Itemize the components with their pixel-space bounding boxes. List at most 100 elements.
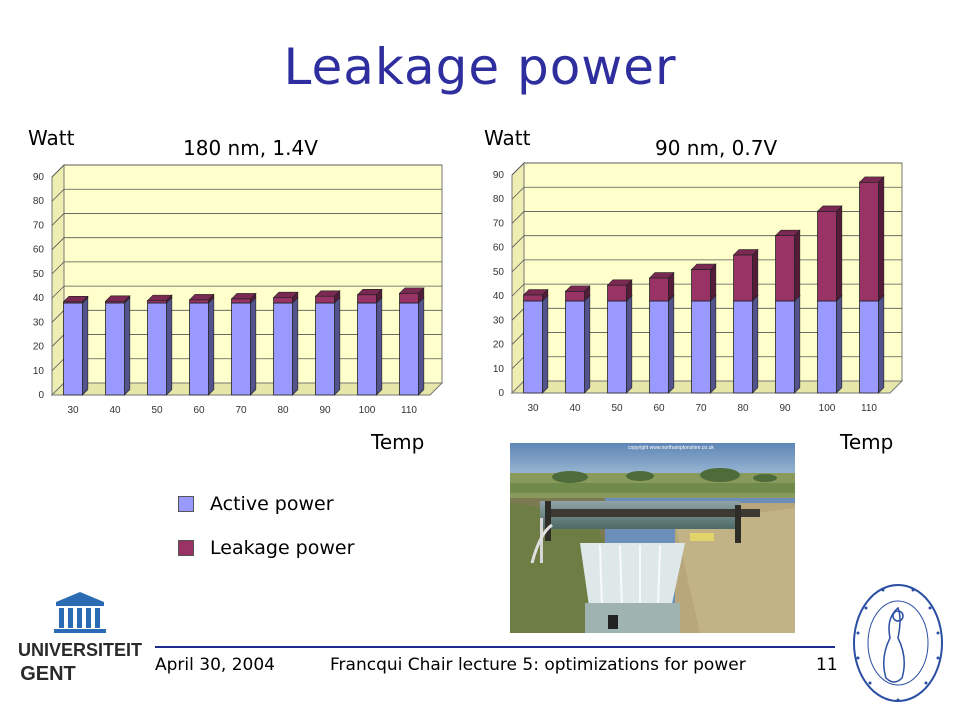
bar-leakage-top bbox=[104, 295, 131, 302]
canal-lock-illustration bbox=[510, 443, 795, 633]
chart-90nm: 0 10 20 30 40 50 60 70 80 90 30 40 50 60 70 80 90 100 110 bbox=[493, 161, 904, 414]
bar-active bbox=[607, 300, 627, 394]
x-tick-label: 40 bbox=[569, 403, 581, 414]
bar-leakage-top bbox=[690, 263, 717, 270]
bar-leakage-top bbox=[230, 293, 257, 300]
bar-active bbox=[357, 302, 377, 396]
bar-active-side bbox=[878, 294, 885, 394]
gridline bbox=[51, 164, 442, 178]
bar-leakage bbox=[859, 181, 879, 302]
bar-leakage bbox=[523, 294, 543, 302]
bar-leakage-side bbox=[710, 263, 717, 302]
bar-active bbox=[189, 302, 209, 396]
bar-active bbox=[691, 300, 711, 394]
x-tick-label: 70 bbox=[235, 405, 247, 416]
bar-leakage-side bbox=[752, 248, 759, 302]
bar-active bbox=[523, 300, 543, 394]
bar-active bbox=[63, 302, 83, 396]
bar-leakage bbox=[691, 269, 711, 302]
x-tick-label: 30 bbox=[67, 405, 79, 416]
bar-active-side bbox=[82, 296, 89, 396]
x-tick-label: 50 bbox=[151, 405, 163, 416]
y-tick-label: 80 bbox=[33, 196, 45, 207]
bar-active bbox=[273, 302, 293, 396]
bar-active bbox=[105, 302, 125, 396]
gridline bbox=[51, 261, 442, 275]
bar-leakage-side bbox=[836, 205, 843, 302]
legend-active: Active power bbox=[178, 493, 334, 515]
bar-leakage-top bbox=[522, 289, 549, 296]
photo-credit: copyright www.northamptonshire.co.uk bbox=[628, 445, 714, 451]
footer-date: April 30, 2004 bbox=[155, 655, 275, 675]
footer-divider bbox=[155, 646, 835, 648]
y-tick-label: 10 bbox=[33, 366, 45, 377]
bar-leakage bbox=[565, 290, 585, 302]
bar-active bbox=[231, 302, 251, 396]
bar-active bbox=[315, 302, 335, 396]
bar-active-side bbox=[292, 296, 299, 396]
y-tick-label: 10 bbox=[493, 364, 505, 375]
legend-active-swatch bbox=[178, 496, 194, 512]
bar-active-side bbox=[250, 296, 257, 396]
bar-active-side bbox=[376, 296, 383, 396]
bar-leakage bbox=[817, 210, 837, 302]
x-tick-label: 90 bbox=[779, 403, 791, 414]
y-tick-label: 90 bbox=[33, 172, 45, 183]
gridline bbox=[51, 213, 442, 226]
bar-leakage bbox=[315, 295, 335, 304]
x-tick-label: 100 bbox=[819, 403, 836, 414]
chart2-title: 90 nm, 0.7V bbox=[655, 136, 778, 160]
bar-leakage-top bbox=[398, 287, 425, 294]
chart1-ylabel: Watt bbox=[28, 126, 75, 150]
legend-active-label: Active power bbox=[210, 493, 334, 515]
bar-leakage bbox=[399, 292, 419, 304]
bar-leakage-top bbox=[606, 279, 633, 286]
legend-leakage-swatch bbox=[178, 540, 194, 556]
bar-leakage-top bbox=[188, 294, 215, 301]
x-tick-label: 90 bbox=[319, 405, 331, 416]
ugent-logo: UNIVERSITEIT GENT bbox=[18, 592, 142, 685]
bar-leakage-top bbox=[732, 249, 759, 256]
slide-title: Leakage power bbox=[283, 38, 677, 96]
bar-leakage bbox=[231, 298, 251, 304]
chart1-xlabel: Temp bbox=[371, 430, 425, 454]
y-tick-label: 60 bbox=[493, 243, 505, 254]
gridline bbox=[511, 186, 902, 200]
bar-leakage bbox=[607, 284, 627, 302]
bar-active bbox=[399, 302, 419, 396]
bar-leakage bbox=[273, 297, 293, 304]
y-tick-label: 80 bbox=[493, 194, 505, 205]
bar-active-side bbox=[542, 294, 549, 394]
bar-active-side bbox=[208, 296, 215, 396]
footer-course: Francqui Chair lecture 5: optimizations … bbox=[330, 655, 746, 675]
bar-active bbox=[775, 300, 795, 394]
x-tick-label: 40 bbox=[109, 405, 121, 416]
gridline bbox=[51, 285, 442, 299]
y-tick-label: 70 bbox=[33, 220, 45, 231]
x-tick-label: 110 bbox=[401, 405, 417, 416]
namur-seal-logo bbox=[853, 584, 943, 702]
y-tick-label: 50 bbox=[493, 267, 505, 278]
bar-leakage-top bbox=[774, 229, 801, 236]
bar-leakage-side bbox=[794, 229, 801, 302]
bar-active-side bbox=[794, 294, 801, 394]
chart1-title: 180 nm, 1.4V bbox=[183, 136, 318, 160]
chart2-ylabel: Watt bbox=[484, 126, 531, 150]
chart-180nm: 0 10 20 30 40 50 60 70 80 90 30 40 50 60 70 80 90 100 110 bbox=[33, 163, 444, 416]
bar-leakage-top bbox=[62, 296, 89, 303]
bar-leakage bbox=[649, 277, 669, 302]
x-tick-label: 50 bbox=[611, 403, 623, 414]
bar-active-side bbox=[668, 294, 675, 394]
bar-active-side bbox=[836, 294, 843, 394]
bar-leakage-top bbox=[314, 290, 341, 297]
bar-active bbox=[565, 300, 585, 394]
x-tick-label: 30 bbox=[527, 403, 539, 414]
x-tick-label: 70 bbox=[695, 403, 707, 414]
y-tick-label: 50 bbox=[33, 269, 45, 280]
x-tick-label: 60 bbox=[193, 405, 205, 416]
legend-leakage: Leakage power bbox=[178, 537, 354, 559]
bar-leakage bbox=[357, 294, 377, 304]
y-tick-label: 0 bbox=[38, 390, 44, 401]
y-tick-label: 40 bbox=[33, 293, 45, 304]
x-tick-label: 100 bbox=[359, 405, 376, 416]
